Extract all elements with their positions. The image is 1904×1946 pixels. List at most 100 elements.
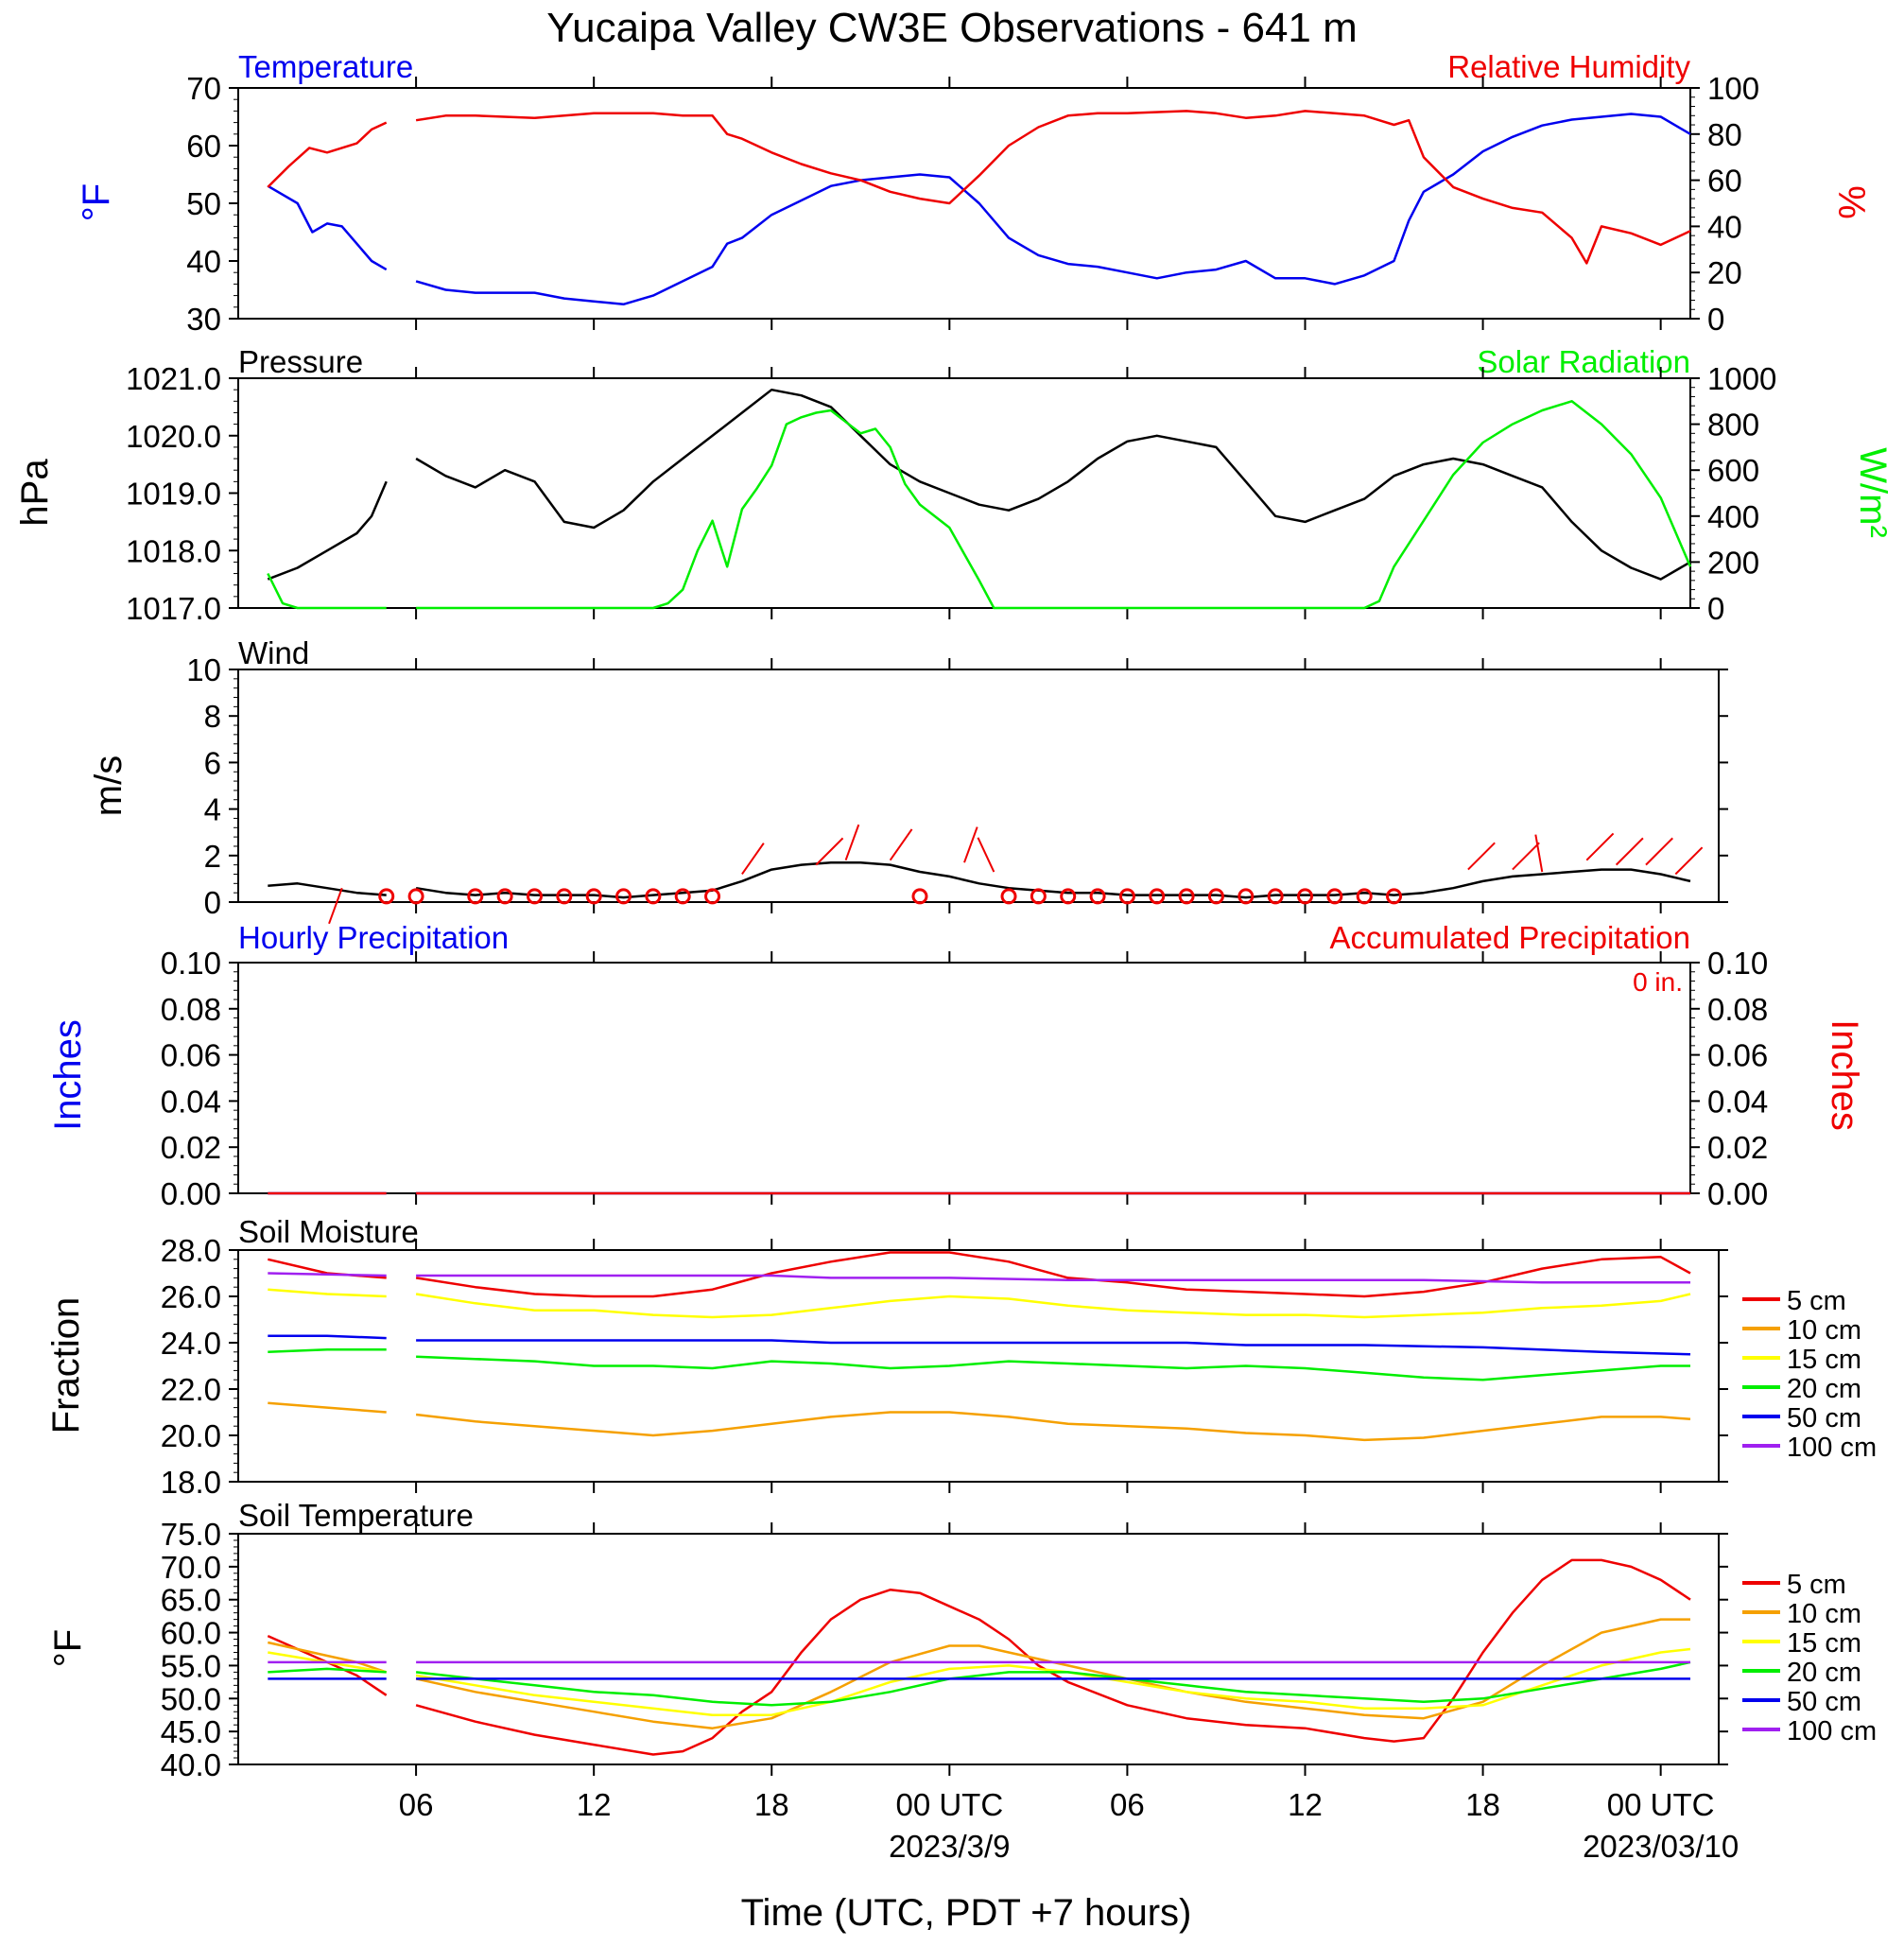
calm-wind-marker <box>1000 888 1017 905</box>
y-tick-label: 50 <box>186 186 221 221</box>
series-line-10-cm <box>415 1411 1691 1442</box>
y2-tick-label: 80 <box>1707 117 1742 152</box>
wind-barb <box>1534 834 1544 873</box>
x-date-label: 2023/3/9 <box>889 1829 1010 1864</box>
solar-radiation-title: Solar Radiation <box>1477 344 1690 379</box>
y-tick-label: 0 <box>204 885 221 920</box>
calm-wind-marker <box>1089 888 1106 905</box>
y2-tick-label: 0.08 <box>1707 992 1768 1027</box>
calm-wind-marker <box>496 888 513 905</box>
y-tick-label: 40.0 <box>161 1747 221 1782</box>
plot-frame <box>237 669 1720 903</box>
legend-label: 50 cm <box>1787 1687 1861 1717</box>
temperature-axis-label: °F <box>76 183 117 221</box>
calm-wind-marker <box>556 888 573 905</box>
plot-frame <box>237 1249 1720 1483</box>
calm-wind-marker <box>1326 888 1343 905</box>
y-tick-label: 2 <box>204 839 221 874</box>
soil-moisture-title: Soil Moisture <box>238 1214 419 1249</box>
pressure-axis-label: hPa <box>14 459 56 527</box>
series-line-10-cm <box>268 1641 388 1674</box>
legend-label: 20 cm <box>1787 1374 1861 1404</box>
y-tick-label: 1020.0 <box>126 419 221 454</box>
soil-temperature-axis-label: °F <box>47 1629 89 1667</box>
calm-wind-marker <box>1149 888 1166 905</box>
y-tick-label: 1019.0 <box>126 477 221 512</box>
y2-tick-label: 200 <box>1707 545 1759 580</box>
plot-layer: 70605040301008060402001021.01020.01019.0… <box>126 71 1877 1864</box>
y-tick-label: 24.0 <box>161 1326 221 1361</box>
x-tick-label: 18 <box>1465 1787 1500 1822</box>
y2-tick-label: 20 <box>1707 255 1742 290</box>
series-line-15-cm <box>415 1293 1691 1319</box>
series-line-5-cm <box>415 1558 1691 1756</box>
calm-wind-marker <box>615 888 632 905</box>
calm-wind-marker <box>1386 888 1403 905</box>
y-tick-label: 20.0 <box>161 1418 221 1453</box>
x-date-label: 2023/03/10 <box>1583 1829 1739 1864</box>
x-tick-label: 12 <box>1288 1787 1323 1822</box>
y2-tick-label: 0.10 <box>1707 946 1768 981</box>
series-line-0 <box>267 184 388 271</box>
x-axis-label: Time (UTC, PDT +7 hours) <box>741 1892 1192 1934</box>
series-line-20-cm <box>268 1667 387 1674</box>
legend-label: 100 cm <box>1787 1433 1877 1463</box>
calm-wind-marker <box>467 888 484 905</box>
chart-title: Yucaipa Valley CW3E Observations - 641 m <box>546 5 1358 51</box>
y-tick-label: 70 <box>186 71 221 106</box>
calm-wind-marker <box>674 888 691 905</box>
series-line-1 <box>267 121 388 188</box>
calm-wind-marker <box>526 888 543 905</box>
y-tick-label: 0.06 <box>161 1038 221 1073</box>
x-tick-label: 06 <box>399 1787 434 1822</box>
legend-label: 50 cm <box>1787 1403 1861 1433</box>
solar-axis-label: W/m² <box>1852 447 1894 538</box>
calm-wind-marker <box>704 888 721 905</box>
legend-label: 5 cm <box>1787 1286 1846 1316</box>
legend-label: 15 cm <box>1787 1628 1861 1659</box>
wind-axis-label: m/s <box>88 756 130 816</box>
y2-tick-label: 0.00 <box>1707 1176 1768 1211</box>
panel-temp-rh: Temperature Relative Humidity °F % <box>76 49 1872 221</box>
y2-tick-label: 60 <box>1707 164 1742 199</box>
humidity-title: Relative Humidity <box>1447 49 1690 84</box>
y-tick-label: 28.0 <box>161 1233 221 1268</box>
y-tick-label: 1021.0 <box>126 361 221 396</box>
series-line-0 <box>415 860 1691 899</box>
plot-frame <box>237 1533 1720 1765</box>
series-line-20-cm <box>268 1348 387 1354</box>
series-line-50-cm <box>268 1334 387 1340</box>
series-line-0 <box>267 480 388 581</box>
wind-barb <box>1585 832 1615 861</box>
y-tick-label: 45.0 <box>161 1714 221 1749</box>
y-tick-label: 0.02 <box>161 1130 221 1165</box>
calm-wind-marker <box>1296 888 1313 905</box>
calm-wind-marker <box>1178 888 1195 905</box>
wind-barb <box>1674 846 1704 876</box>
y-tick-label: 55.0 <box>161 1648 221 1683</box>
wind-barb <box>741 843 765 876</box>
x-tick-label: 00 UTC <box>895 1787 1003 1822</box>
calm-wind-marker <box>1356 888 1373 905</box>
y2-tick-label: 0.04 <box>1707 1084 1768 1119</box>
series-line-10-cm <box>268 1401 387 1414</box>
y2-tick-label: 0.02 <box>1707 1130 1768 1165</box>
accumulated-precip-value: 0 in. <box>1633 967 1683 997</box>
y-tick-label: 8 <box>204 699 221 734</box>
legend-label: 100 cm <box>1787 1716 1877 1746</box>
calm-wind-marker <box>1060 888 1077 905</box>
plot-temp_rh: 70 60 50 40 30 100 80 60 40 20 0 <box>186 71 1759 337</box>
series-line-20-cm <box>416 1355 1690 1381</box>
soil-temperature-title: Soil Temperature <box>238 1498 474 1533</box>
y2-tick-label: 40 <box>1707 209 1742 244</box>
y-tick-label: 50.0 <box>161 1681 221 1716</box>
legend-label: 15 cm <box>1787 1345 1861 1375</box>
plot-wind: 10 8 6 4 2 0 <box>186 652 1728 920</box>
series-line-20-cm <box>415 1660 1691 1707</box>
y-tick-label: 60 <box>186 129 221 164</box>
calm-wind-marker <box>645 888 662 905</box>
wind-barb <box>1615 837 1644 866</box>
wind-barb <box>815 837 844 866</box>
